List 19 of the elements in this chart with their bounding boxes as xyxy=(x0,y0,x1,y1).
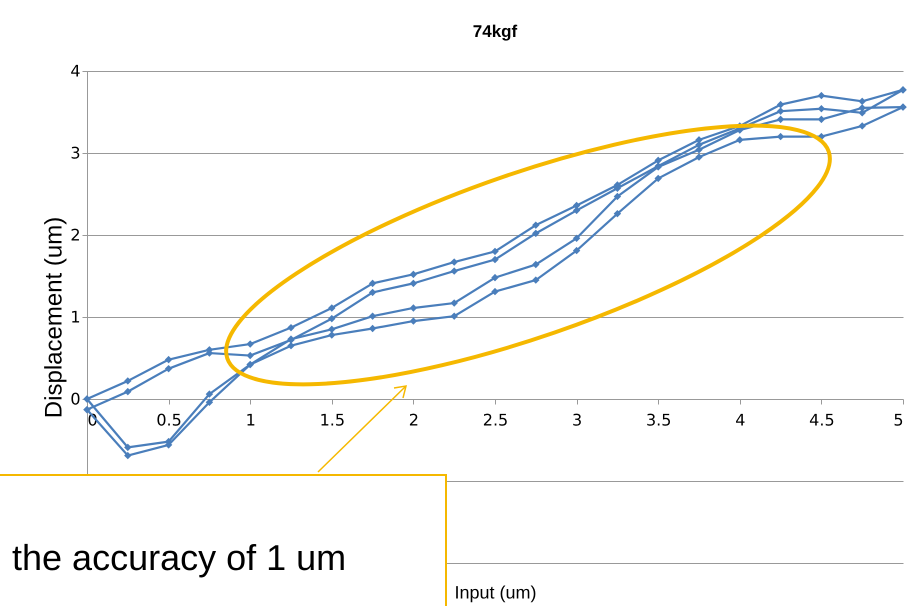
y-tick-label: 4 xyxy=(70,62,80,80)
x-tick-label: 1 xyxy=(246,410,256,430)
y-tick-label: 2 xyxy=(70,226,80,244)
x-tick-label: 4 xyxy=(735,410,746,430)
x-tick-label: 5 xyxy=(893,410,904,430)
x-tick-label: 2 xyxy=(408,410,419,430)
x-tick-label: 0.5 xyxy=(156,410,182,430)
x-tick-label: 3 xyxy=(572,410,582,430)
x-tick-label: 3.5 xyxy=(646,410,672,430)
chart-title: 74kgf xyxy=(472,22,518,41)
x-tick-label: 2.5 xyxy=(482,410,508,430)
x-tick-label: 4.5 xyxy=(809,410,835,430)
x-tick-label: 1.5 xyxy=(320,410,346,430)
y-tick-label: 1 xyxy=(70,308,80,326)
y-tick-label: 0 xyxy=(70,390,80,408)
x-axis-title: Input (um) xyxy=(454,582,537,602)
y-axis-title: Displacement (um) xyxy=(40,216,68,418)
y-tick-label: 3 xyxy=(70,144,80,162)
annotation: the accuracy of 1 um xyxy=(12,537,346,578)
